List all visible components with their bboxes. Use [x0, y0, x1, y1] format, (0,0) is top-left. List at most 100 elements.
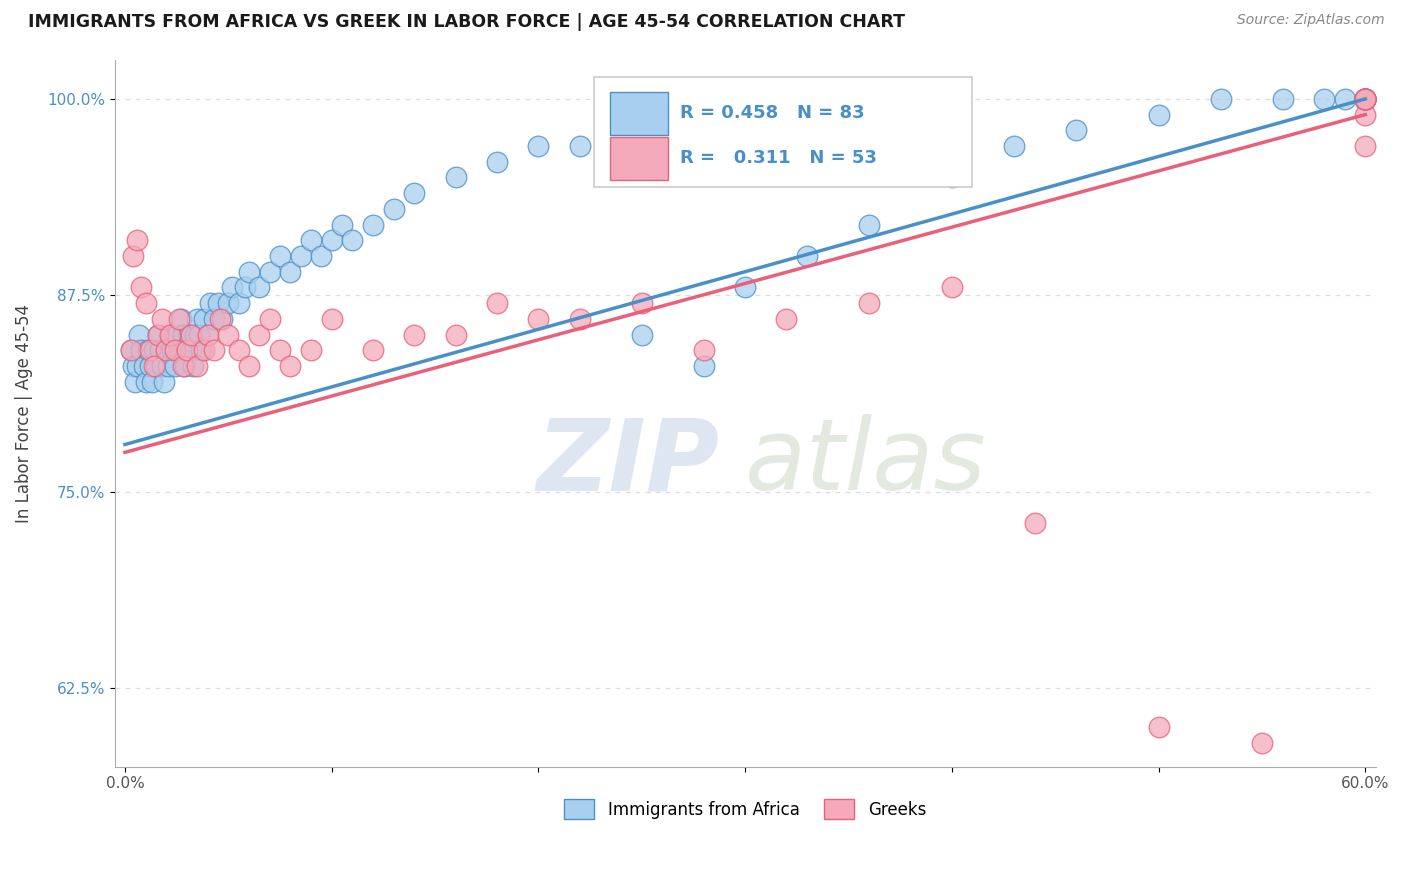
Point — [238, 359, 260, 373]
Point — [202, 343, 225, 358]
Point — [444, 327, 467, 342]
Point — [135, 296, 157, 310]
Point — [188, 327, 211, 342]
Point — [1354, 92, 1376, 106]
Point — [139, 359, 162, 373]
Point — [278, 359, 301, 373]
Point — [120, 343, 142, 358]
Point — [404, 327, 426, 342]
Point — [153, 375, 176, 389]
Point — [247, 327, 270, 342]
Point — [1354, 92, 1376, 106]
Point — [342, 233, 364, 247]
Point — [1354, 92, 1376, 106]
Point — [177, 327, 200, 342]
Point — [1354, 92, 1376, 106]
Point — [197, 327, 219, 342]
Point — [941, 280, 963, 294]
Point — [527, 311, 550, 326]
Point — [209, 311, 232, 326]
Point — [568, 139, 591, 153]
Point — [1354, 92, 1376, 106]
Point — [233, 280, 256, 294]
Point — [228, 296, 250, 310]
Y-axis label: In Labor Force | Age 45-54: In Labor Force | Age 45-54 — [15, 303, 32, 523]
Point — [1354, 92, 1376, 106]
Point — [141, 375, 163, 389]
Point — [1354, 92, 1376, 106]
Point — [172, 359, 194, 373]
Point — [186, 359, 208, 373]
Text: R = 0.458   N = 83: R = 0.458 N = 83 — [679, 104, 865, 122]
Point — [1354, 107, 1376, 121]
Point — [211, 311, 233, 326]
Point — [145, 359, 167, 373]
Point — [170, 311, 193, 326]
Point — [190, 343, 212, 358]
Point — [159, 327, 181, 342]
Point — [202, 311, 225, 326]
Point — [150, 311, 173, 326]
Point — [299, 343, 322, 358]
Point — [193, 343, 215, 358]
Point — [775, 311, 797, 326]
Point — [858, 218, 880, 232]
Point — [630, 296, 652, 310]
Point — [122, 359, 145, 373]
Point — [444, 170, 467, 185]
FancyBboxPatch shape — [610, 92, 668, 136]
Point — [796, 249, 818, 263]
Point — [142, 359, 165, 373]
Point — [163, 359, 186, 373]
Point — [568, 311, 591, 326]
Point — [163, 343, 186, 358]
Point — [197, 327, 219, 342]
Point — [1147, 107, 1170, 121]
Point — [228, 343, 250, 358]
Point — [269, 343, 291, 358]
Point — [176, 343, 198, 358]
Point — [1313, 92, 1336, 106]
Point — [135, 375, 157, 389]
Point — [217, 327, 239, 342]
Point — [127, 359, 149, 373]
Point — [122, 249, 145, 263]
Point — [259, 265, 281, 279]
Point — [1002, 139, 1025, 153]
Text: Source: ZipAtlas.com: Source: ZipAtlas.com — [1237, 13, 1385, 28]
Point — [124, 375, 146, 389]
Point — [131, 280, 153, 294]
Point — [186, 311, 208, 326]
Point — [247, 280, 270, 294]
Point — [172, 327, 194, 342]
Point — [162, 343, 184, 358]
Point — [693, 343, 716, 358]
Point — [155, 343, 177, 358]
Point — [734, 280, 756, 294]
Point — [299, 233, 322, 247]
Point — [181, 359, 204, 373]
Text: IMMIGRANTS FROM AFRICA VS GREEK IN LABOR FORCE | AGE 45-54 CORRELATION CHART: IMMIGRANTS FROM AFRICA VS GREEK IN LABOR… — [28, 13, 905, 31]
Point — [136, 343, 159, 358]
Point — [127, 233, 149, 247]
Point — [321, 311, 343, 326]
FancyBboxPatch shape — [593, 78, 972, 186]
Text: atlas: atlas — [745, 414, 987, 511]
Point — [142, 343, 165, 358]
Point — [184, 327, 207, 342]
Point — [159, 327, 181, 342]
Point — [128, 327, 150, 342]
Point — [527, 139, 550, 153]
Point — [167, 311, 190, 326]
Point — [486, 154, 509, 169]
Point — [131, 343, 153, 358]
Point — [157, 359, 180, 373]
Point — [269, 249, 291, 263]
Point — [132, 359, 155, 373]
Point — [120, 343, 142, 358]
Point — [361, 343, 384, 358]
Point — [382, 202, 405, 216]
Point — [146, 327, 169, 342]
Point — [217, 296, 239, 310]
Point — [1333, 92, 1355, 106]
